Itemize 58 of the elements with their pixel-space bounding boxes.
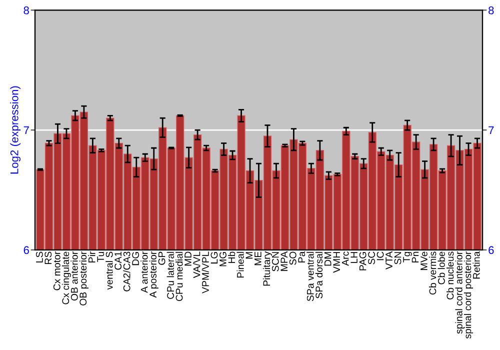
x-tick-label: CPu lateral (166, 252, 174, 299)
x-tick-label: Tu (97, 252, 104, 262)
x-tick-label: Cx cingulate (62, 252, 71, 304)
x-tick-label: Cb lobe (438, 252, 445, 284)
x-tick-label: SC (368, 252, 375, 264)
x-tick-label: ME (254, 252, 262, 266)
y-tick-label: 8 (24, 6, 29, 14)
x-tick-label: ventral S (106, 252, 113, 290)
x-tick-label: VMH (333, 252, 340, 273)
x-tick-label: DM (324, 252, 332, 266)
x-tick-label: LS (36, 252, 43, 262)
y2-tick-label: 6 (488, 246, 494, 254)
x-tick-label: RS (44, 252, 52, 264)
x-tick-label: Hb (228, 252, 236, 263)
x-tick-label: OB anterior (70, 251, 78, 301)
x-tick-label: VPM/VPL (202, 252, 209, 294)
x-tick-label: M (246, 252, 253, 259)
x-tick-label: Pn (412, 252, 419, 262)
x-tick-label: MPA (280, 251, 288, 271)
x-tick-label: MD (184, 252, 192, 266)
x-tick-label: GP (158, 252, 166, 265)
x-tick-label: CA1 (114, 252, 122, 270)
y-axis-title: Log2 (expression) (10, 86, 20, 174)
x-tick-label: Pineal (236, 252, 244, 278)
x-tick-label: spinal cord posterior (464, 251, 474, 339)
x-tick-label: SCN (272, 252, 279, 272)
x-tick-label: Tg (403, 252, 412, 262)
x-tick-label: DG (132, 252, 139, 266)
x-tick-label: PAG (359, 252, 366, 270)
x-tick-label: LG (210, 252, 218, 264)
x-tick-label: Pir (88, 251, 96, 262)
x-tick-label: A anterior (140, 251, 148, 293)
x-tick-label: IC (376, 252, 384, 260)
x-tick-label: OB posterior (79, 251, 88, 306)
x-tick-label: spinal cord anterior (455, 251, 464, 334)
x-tick-label: Retina (472, 251, 480, 279)
x-tick-label: A posterior (149, 251, 158, 298)
x-tick-label: Arc (342, 252, 349, 266)
y-tick-label: 6 (24, 246, 29, 254)
x-tick-label: Cb vermis (429, 252, 436, 295)
x-tick-label: Pituitary (262, 251, 272, 286)
x-tick-label: VTA (386, 251, 392, 270)
x-tick-label: SPa dorsal (315, 252, 323, 298)
x-tick-label: Pa (298, 251, 306, 262)
x-tick-label: SO (289, 252, 296, 265)
x-tick-label: MVe (420, 252, 428, 270)
x-tick-label: MG (220, 252, 226, 266)
y2-tick-label: 7 (488, 126, 494, 134)
x-tick-label: LH (350, 252, 358, 263)
y2-tick-label: 8 (488, 6, 494, 14)
x-tick-label: SN (394, 252, 402, 264)
x-tick-label: SPa ventral (306, 252, 314, 302)
y-tick-label: 7 (24, 126, 29, 134)
x-tick-label: CPu medial (176, 252, 183, 302)
x-tick-label: CA2/CA3 (123, 252, 130, 292)
x-tick-label: Cx motor (53, 251, 60, 290)
x-tick-label: VA/VL (193, 252, 200, 278)
x-tick-label: Cb nucleus (446, 252, 454, 300)
